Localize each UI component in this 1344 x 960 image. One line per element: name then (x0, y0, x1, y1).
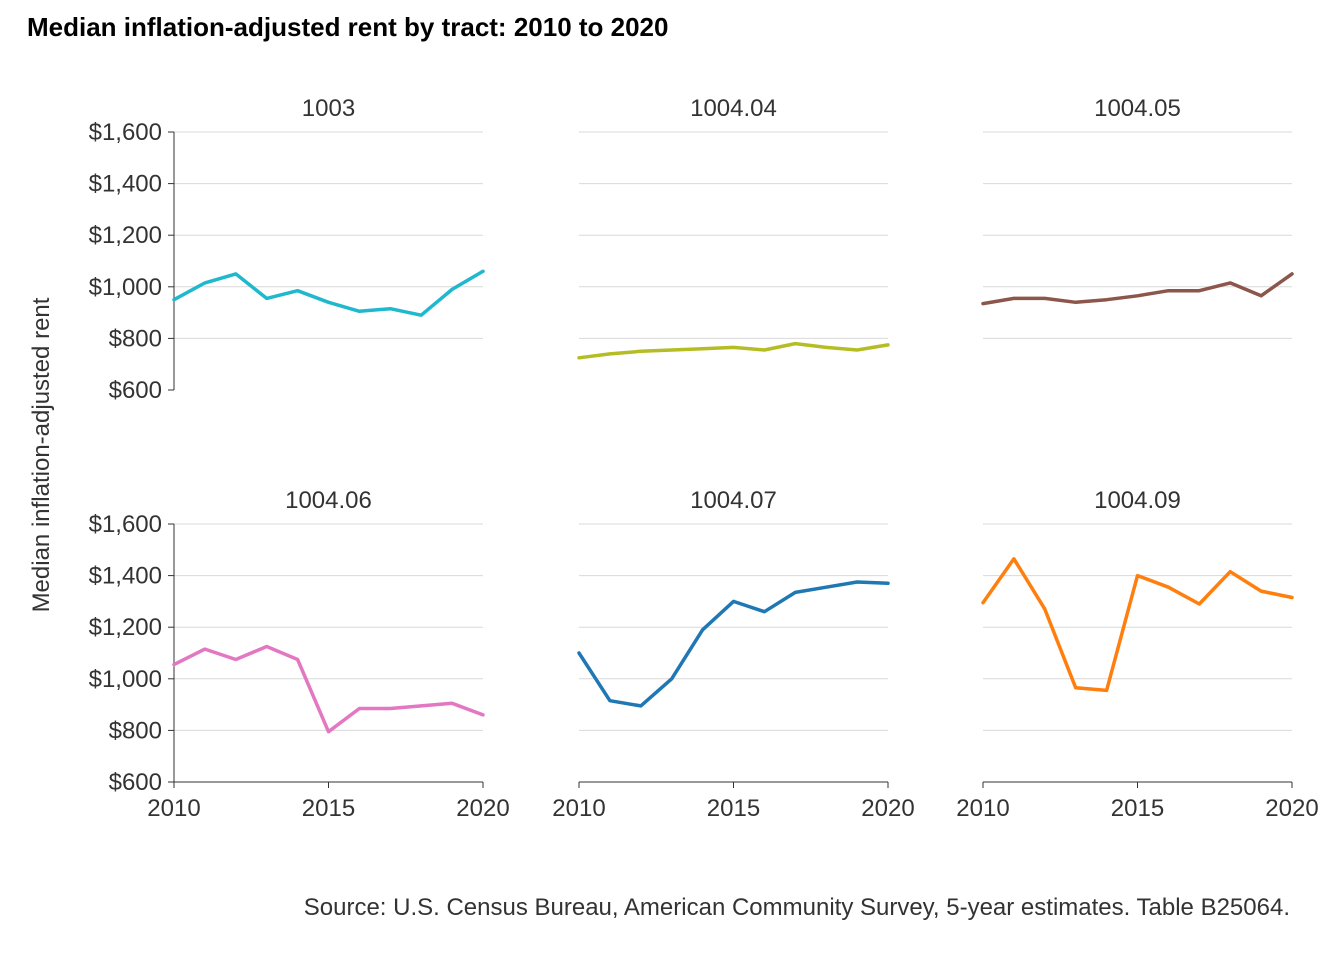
y-tick-label: $600 (109, 769, 162, 796)
y-tick-label: $1,000 (89, 274, 162, 301)
panel-title: 1003 (302, 95, 355, 122)
x-tick-label: 2020 (1265, 795, 1318, 822)
series-line (577, 341, 890, 360)
x-tick-label: 2015 (1111, 795, 1164, 822)
series-line (981, 557, 1294, 693)
series-line (172, 269, 485, 317)
x-tick-label: 2015 (302, 795, 355, 822)
x-tick-label: 2010 (147, 795, 200, 822)
y-tick-label: $800 (109, 717, 162, 744)
y-tick-label: $1,600 (89, 511, 162, 538)
panel-title: 1004.05 (1094, 95, 1181, 122)
panel-title: 1004.07 (690, 487, 777, 514)
y-tick-label: $800 (109, 325, 162, 352)
source-caption: Source: U.S. Census Bureau, American Com… (303, 894, 1290, 921)
y-tick-label: $1,400 (89, 563, 162, 590)
chart-title: Median inflation-adjusted rent by tract:… (27, 12, 669, 42)
x-tick-label: 2010 (552, 795, 605, 822)
y-tick-label: $1,000 (89, 666, 162, 693)
y-tick-label: $1,600 (89, 119, 162, 146)
panel-title: 1004.09 (1094, 487, 1181, 514)
y-tick-label: $1,400 (89, 171, 162, 198)
x-tick-label: 2020 (456, 795, 509, 822)
x-tick-label: 2015 (707, 795, 760, 822)
x-tick-label: 2010 (956, 795, 1009, 822)
y-tick-label: $600 (109, 377, 162, 404)
series-line (172, 644, 485, 734)
series-line (577, 580, 890, 708)
y-tick-label: $1,200 (89, 614, 162, 641)
panel-title: 1004.04 (690, 95, 777, 122)
x-tick-label: 2020 (861, 795, 914, 822)
series-line (981, 272, 1294, 306)
panel-title: 1004.06 (285, 487, 372, 514)
y-tick-label: $1,200 (89, 222, 162, 249)
